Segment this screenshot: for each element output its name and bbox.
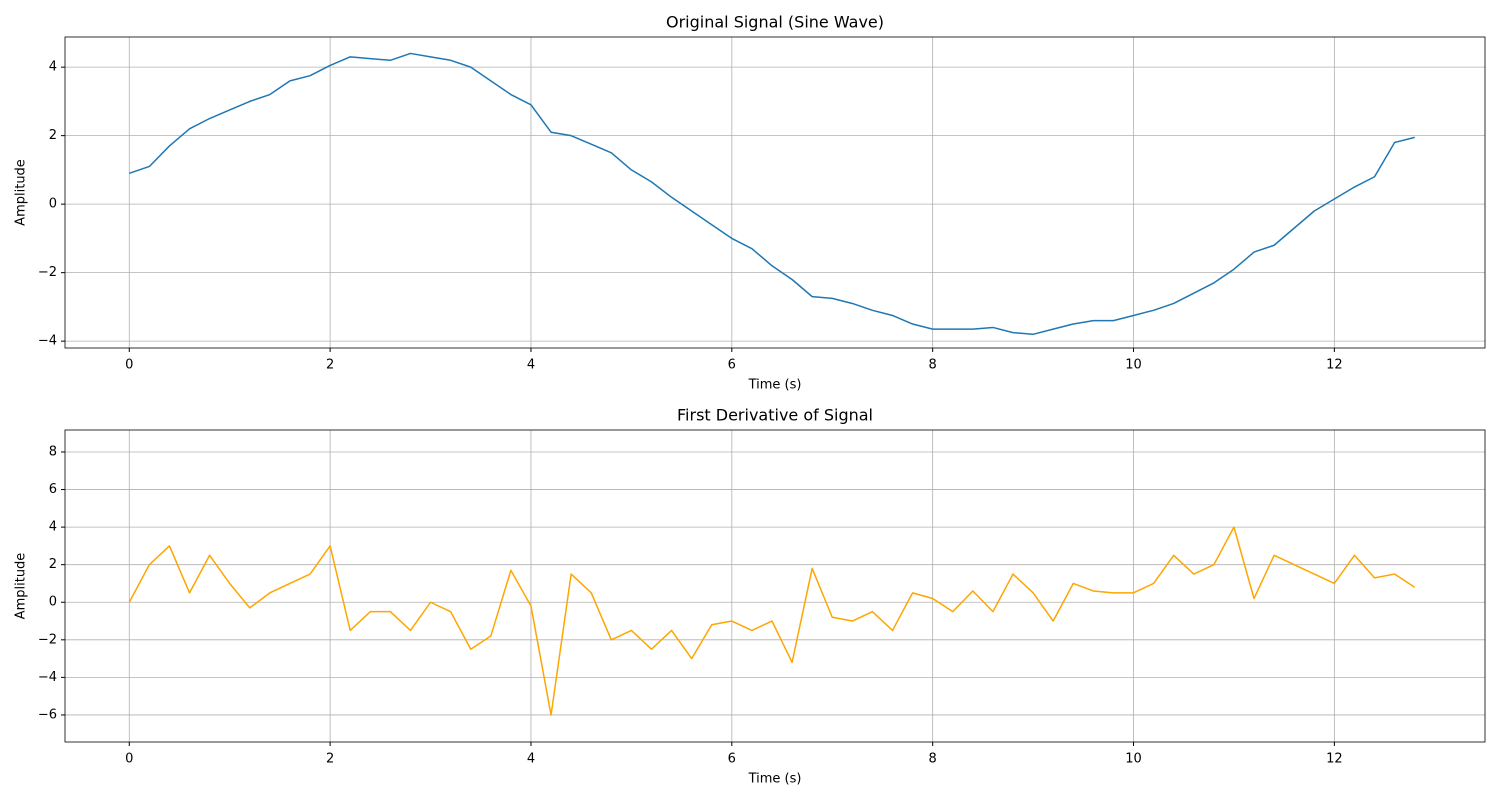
x-tick-label: 6: [728, 358, 736, 373]
x-axis-label: Time (s): [748, 772, 802, 787]
y-tick-label: 2: [49, 128, 57, 143]
x-axis-label: Time (s): [748, 378, 802, 393]
x-tick-label: 8: [929, 358, 937, 373]
y-tick-label: −2: [38, 265, 57, 280]
x-tick-label: 10: [1125, 358, 1142, 373]
data-line: [128, 526, 1416, 716]
x-tick-label: 12: [1326, 358, 1343, 373]
y-tick-label: −4: [38, 670, 57, 685]
x-tick-label: 0: [125, 752, 133, 767]
x-tick-label: 12: [1326, 752, 1343, 767]
y-tick-label: −6: [38, 707, 57, 722]
y-tick-label: −2: [38, 632, 57, 647]
y-tick-label: 2: [49, 557, 57, 572]
x-tick-label: 8: [929, 752, 937, 767]
y-tick-label: 4: [49, 520, 57, 535]
y-axis-label: Amplitude: [14, 553, 29, 620]
x-tick-label: 4: [527, 358, 535, 373]
axes-frame: [64, 36, 1486, 349]
y-tick-label: 4: [49, 60, 57, 75]
x-tick-label: 2: [326, 358, 334, 373]
x-tick-label: 4: [527, 752, 535, 767]
x-tick-label: 2: [326, 752, 334, 767]
y-tick-label: 0: [49, 595, 57, 610]
y-tick-label: −4: [38, 334, 57, 349]
y-axis-label: Amplitude: [14, 159, 29, 226]
x-tick-label: 0: [125, 358, 133, 373]
y-tick-label: 0: [49, 197, 57, 212]
y-tick-label: 6: [49, 482, 57, 497]
y-tick-label: 8: [49, 444, 57, 459]
chart-title: Original Signal (Sine Wave): [666, 13, 884, 32]
data-line: [129, 52, 1415, 336]
axes-frame: [64, 429, 1486, 743]
chart-title: First Derivative of Signal: [677, 406, 873, 425]
x-tick-label: 6: [728, 752, 736, 767]
x-tick-label: 10: [1125, 752, 1142, 767]
